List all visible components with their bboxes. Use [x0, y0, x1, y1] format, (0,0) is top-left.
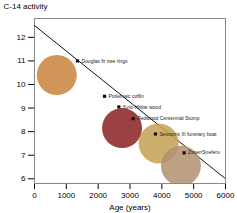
svg-text:Redwood Centennial Stump: Redwood Centennial Stump [137, 115, 199, 121]
svg-text:Ptolemaic coffin: Ptolemaic coffin [109, 93, 144, 99]
svg-text:2000: 2000 [89, 191, 107, 200]
svg-text:12: 12 [17, 33, 26, 42]
svg-text:3000: 3000 [121, 191, 139, 200]
svg-text:C-14 activity: C-14 activity [4, 2, 48, 11]
svg-text:Zoser/Sneferu: Zoser/Sneferu [188, 149, 220, 155]
svg-text:Douglas fir tree rings: Douglas fir tree rings [81, 58, 128, 64]
svg-text:1000: 1000 [57, 191, 75, 200]
svg-text:4000: 4000 [153, 191, 171, 200]
svg-text:Sesostris III funerary boat: Sesostris III funerary boat [159, 131, 217, 137]
svg-text:7: 7 [21, 151, 26, 160]
svg-text:6: 6 [21, 174, 26, 183]
svg-text:6000: 6000 [217, 191, 235, 200]
svg-text:0: 0 [32, 191, 37, 200]
svg-text:5000: 5000 [185, 191, 203, 200]
svg-text:8: 8 [21, 127, 26, 136]
svg-text:11: 11 [17, 56, 26, 65]
svg-text:Syro-Hittite wood: Syro-Hittite wood [123, 103, 161, 109]
svg-text:10: 10 [17, 80, 26, 89]
svg-text:9: 9 [21, 104, 26, 113]
svg-text:Age (years): Age (years) [109, 203, 151, 212]
